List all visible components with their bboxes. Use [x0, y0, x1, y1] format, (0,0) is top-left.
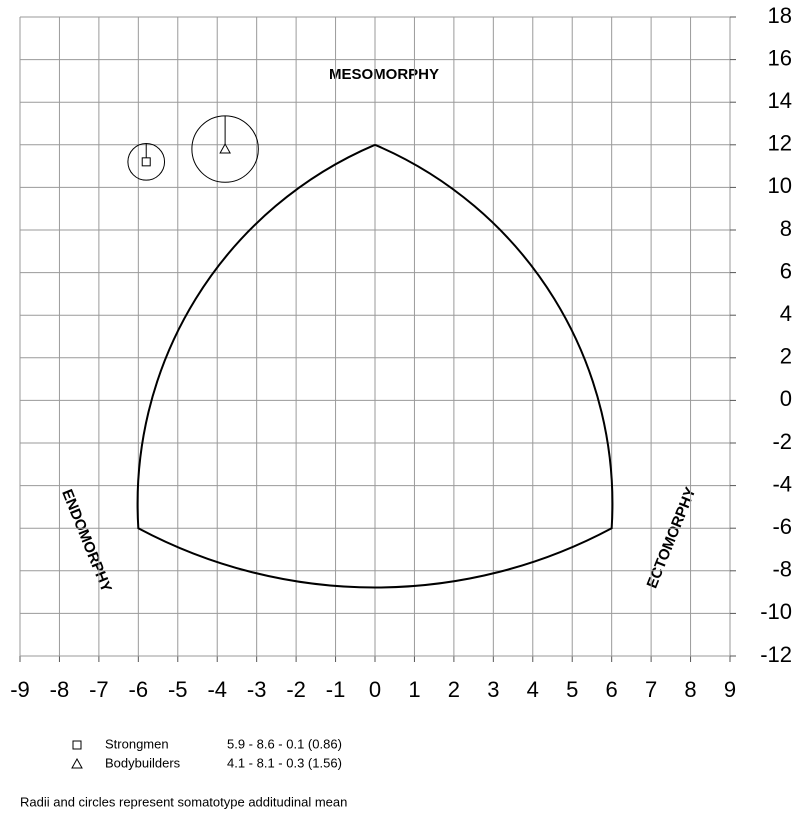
x-tick-label: -9: [10, 677, 30, 702]
x-tick-label: 0: [369, 677, 381, 702]
x-tick-label: 3: [487, 677, 499, 702]
y-tick-label: -8: [772, 557, 792, 582]
x-tick-label: 2: [448, 677, 460, 702]
x-tick-label: 1: [408, 677, 420, 702]
endomorphy-label: ENDOMORPHY: [58, 487, 115, 595]
y-tick-label: -2: [772, 429, 792, 454]
y-tick-label: -4: [772, 471, 792, 496]
x-tick-label: -2: [286, 677, 306, 702]
legend-name: Strongmen: [105, 736, 169, 751]
point: [141, 157, 151, 167]
y-tick-label: 8: [780, 216, 792, 241]
mesomorphy-label: MESOMORPHY: [329, 66, 439, 83]
x-tick-label: -3: [247, 677, 267, 702]
y-tick-label: 18: [768, 3, 792, 28]
y-tick-label: 10: [768, 173, 792, 198]
y-tick-label: 2: [780, 344, 792, 369]
x-tick-label: -5: [168, 677, 188, 702]
y-tick-label: -6: [772, 514, 792, 539]
x-tick-label: 8: [684, 677, 696, 702]
point: [219, 143, 231, 154]
x-tick-label: -8: [50, 677, 70, 702]
x-tick-label: -6: [129, 677, 149, 702]
x-tick-label: -4: [207, 677, 227, 702]
y-tick-label: -12: [760, 642, 792, 667]
y-tick-label: 12: [768, 131, 792, 156]
y-tick-label: 16: [768, 45, 792, 70]
somatotype-outline: [136, 143, 614, 589]
footnote: Radii and circles represent somatotype a…: [20, 794, 347, 809]
x-tick-label: -1: [326, 677, 346, 702]
y-tick-label: 14: [768, 88, 792, 113]
legend-rating: 5.9 - 8.6 - 0.1 (0.86): [227, 736, 342, 751]
x-tick-label: 5: [566, 677, 578, 702]
legend-marker: [71, 757, 83, 769]
y-tick-label: 0: [780, 386, 792, 411]
x-tick-label: 7: [645, 677, 657, 702]
x-tick-label: -7: [89, 677, 109, 702]
legend-marker: [72, 740, 82, 750]
legend-name: Bodybuilders: [105, 755, 181, 770]
ectomorphy-label: ECTOMORPHY: [644, 485, 700, 591]
y-tick-label: 6: [780, 258, 792, 283]
y-tick-label: 4: [780, 301, 792, 326]
x-tick-label: 9: [724, 677, 736, 702]
x-tick-label: 4: [527, 677, 539, 702]
x-tick-label: 6: [606, 677, 618, 702]
legend-rating: 4.1 - 8.1 - 0.3 (1.56): [227, 755, 342, 770]
y-tick-label: -10: [760, 599, 792, 624]
